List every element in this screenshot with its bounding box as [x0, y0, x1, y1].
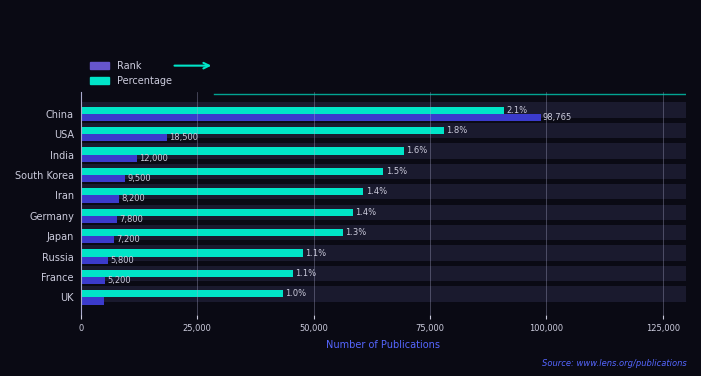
Bar — [81, 257, 108, 264]
Text: 5,800: 5,800 — [110, 256, 134, 265]
Bar — [81, 106, 505, 114]
Bar — [81, 175, 125, 182]
Text: 9,500: 9,500 — [128, 174, 151, 183]
Bar — [81, 229, 343, 236]
Bar — [81, 147, 404, 155]
Bar — [81, 127, 444, 134]
Text: 18,500: 18,500 — [170, 133, 198, 142]
Bar — [81, 225, 686, 240]
Text: 8,200: 8,200 — [121, 194, 145, 203]
Bar — [81, 277, 105, 284]
Bar — [81, 205, 686, 220]
Bar — [81, 246, 686, 261]
X-axis label: Number of Publications: Number of Publications — [327, 340, 440, 350]
Bar — [81, 250, 303, 257]
Bar — [81, 123, 686, 138]
Bar — [81, 286, 686, 302]
Bar — [81, 270, 293, 277]
Text: 1.8%: 1.8% — [447, 126, 468, 135]
Bar — [81, 134, 167, 141]
Text: 1.6%: 1.6% — [406, 146, 427, 155]
Bar — [81, 290, 283, 297]
Bar — [81, 143, 686, 159]
Text: 1.0%: 1.0% — [285, 290, 306, 299]
Text: 1.4%: 1.4% — [366, 187, 387, 196]
Text: 1.3%: 1.3% — [346, 228, 367, 237]
Bar — [81, 184, 686, 199]
Bar — [81, 164, 686, 179]
Text: 1.1%: 1.1% — [305, 249, 326, 258]
Text: 7,800: 7,800 — [120, 215, 144, 224]
Bar — [81, 266, 686, 281]
Bar — [81, 209, 353, 216]
Text: 1.1%: 1.1% — [295, 269, 316, 278]
Legend: Rank, Percentage: Rank, Percentage — [86, 57, 176, 90]
Text: 1.5%: 1.5% — [386, 167, 407, 176]
Text: 1.4%: 1.4% — [355, 208, 376, 217]
Text: 12,000: 12,000 — [139, 154, 168, 162]
Bar — [81, 102, 686, 118]
Bar — [81, 114, 540, 121]
Text: 2.1%: 2.1% — [507, 106, 528, 115]
Bar — [81, 168, 383, 175]
Bar — [81, 216, 117, 223]
Bar — [81, 196, 119, 203]
Text: 98,765: 98,765 — [543, 113, 572, 122]
Bar — [81, 236, 114, 243]
Bar — [81, 297, 104, 305]
Text: 7,200: 7,200 — [117, 235, 140, 244]
Bar — [81, 188, 363, 196]
Text: 5,200: 5,200 — [107, 276, 131, 285]
Text: Source: www.lens.org/publications: Source: www.lens.org/publications — [543, 359, 687, 368]
Bar — [81, 155, 137, 162]
